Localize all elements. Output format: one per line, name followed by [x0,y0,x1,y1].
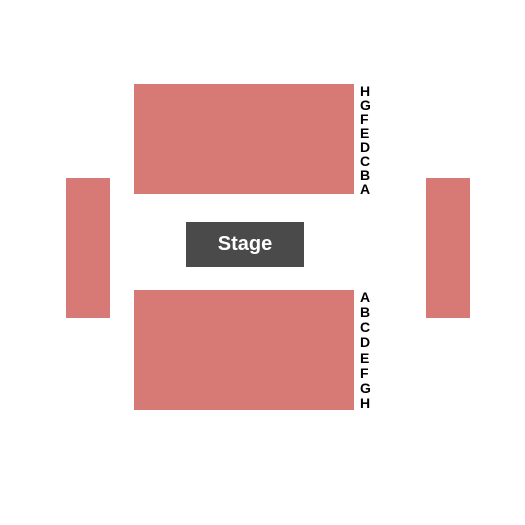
stage-label: Stage [218,233,272,256]
row-labels-bottom: ABCDEFGH [360,290,378,410]
row-label: B [360,168,378,182]
seating-section-right[interactable] [426,178,470,318]
row-label: D [360,140,378,154]
row-label: E [360,126,378,140]
row-labels-top: HGFEDCBA [360,84,378,196]
row-label: A [360,290,378,304]
row-label: A [360,182,378,196]
seating-section-bottom[interactable] [134,290,354,410]
row-label: C [360,320,378,334]
row-label: H [360,396,378,410]
seating-chart: Stage HGFEDCBA ABCDEFGH [0,0,525,525]
row-label: E [360,351,378,365]
row-label: G [360,381,378,395]
row-label: F [360,112,378,126]
row-label: G [360,98,378,112]
row-label: B [360,305,378,319]
row-label: H [360,84,378,98]
stage-block: Stage [186,222,304,267]
seating-section-left[interactable] [66,178,110,318]
row-label: C [360,154,378,168]
row-label: F [360,366,378,380]
seating-section-top[interactable] [134,84,354,194]
row-label: D [360,335,378,349]
